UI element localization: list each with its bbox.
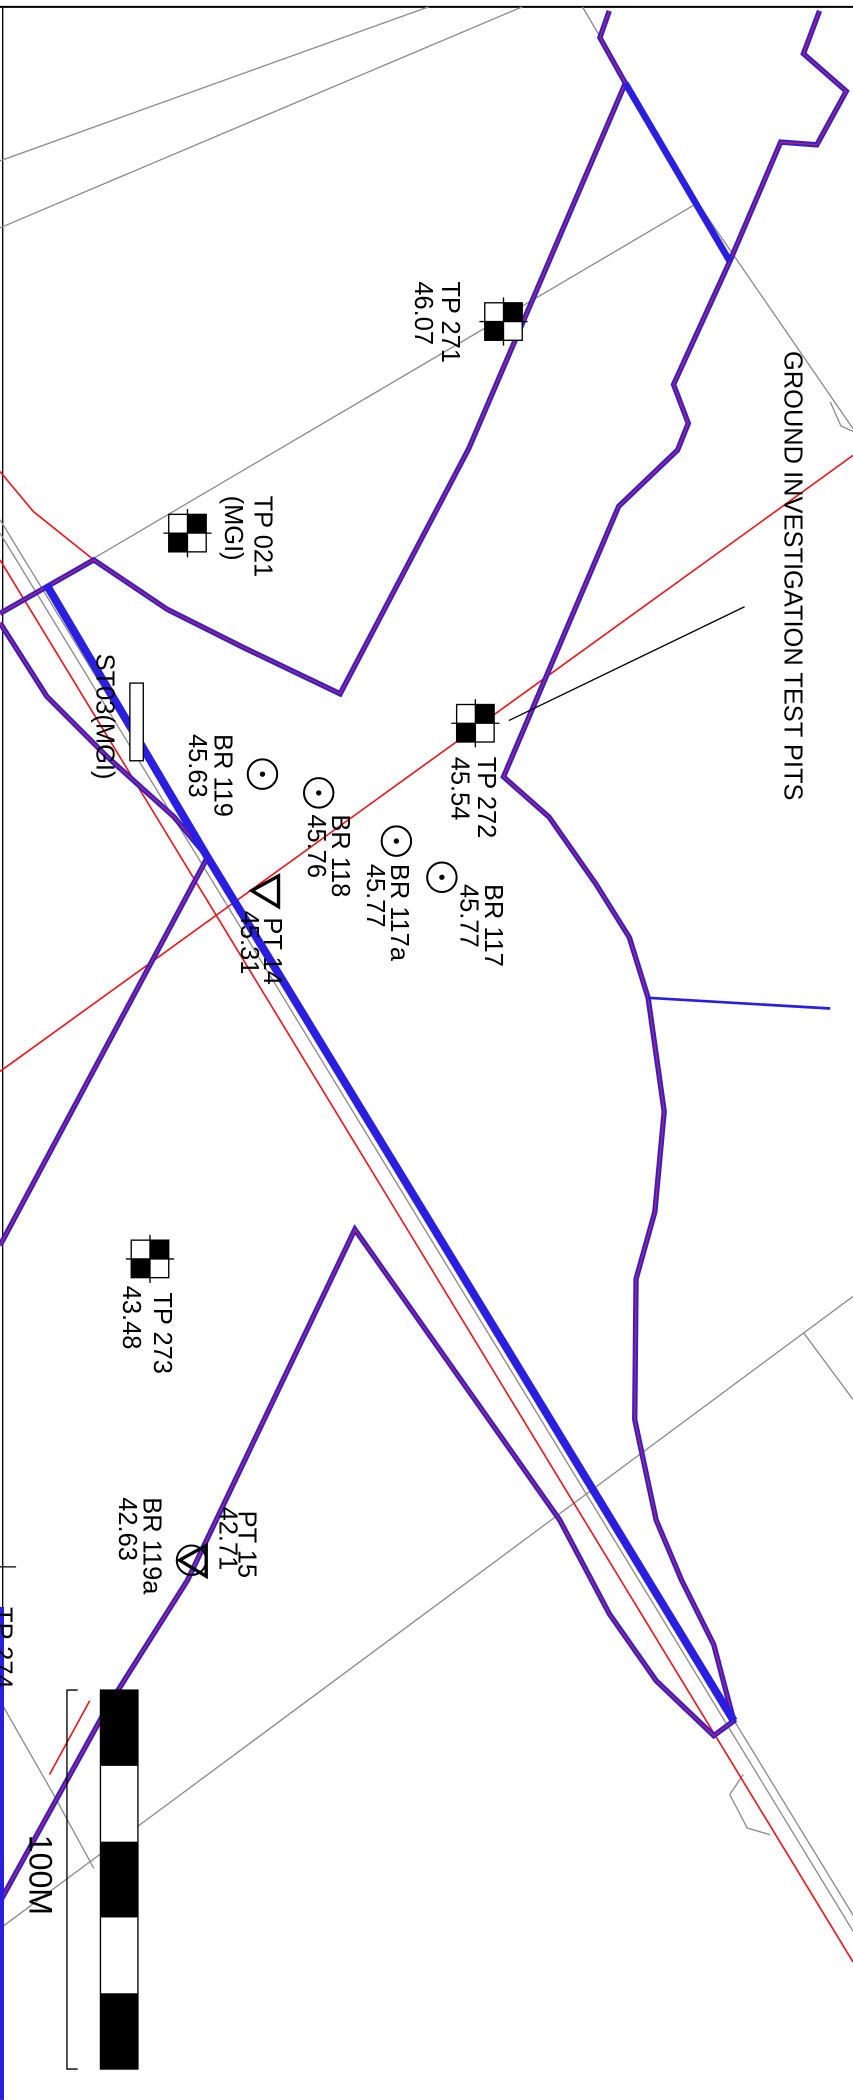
test-pit-symbol xyxy=(479,297,527,345)
scale-bar-segment xyxy=(100,1842,137,1918)
scale-bar-segment xyxy=(100,1690,137,1766)
test-pit-symbol xyxy=(126,1235,174,1283)
point-label: BR 119a xyxy=(137,1497,165,1595)
point-label: TP 274 xyxy=(0,1607,17,1689)
point-level: 46.07 xyxy=(409,281,437,345)
point-level: 42.71 xyxy=(214,1507,242,1571)
site-plan: GROUND INVESTIGATION TEST PITS TP 271 46… xyxy=(0,0,853,2100)
test-pit-symbol xyxy=(451,699,499,747)
point-level: 45.76 xyxy=(302,814,330,878)
title: GROUND INVESTIGATION TEST PITS xyxy=(779,351,807,800)
point-level: 45.63 xyxy=(183,734,211,798)
point-label: BR 118 xyxy=(326,814,354,897)
point-label: ST03(MGI) xyxy=(90,654,118,780)
scale-label: 100M xyxy=(22,1835,58,1915)
trench-symbol xyxy=(130,683,143,761)
page: GROUND INVESTIGATION TEST PITS TP 271 46… xyxy=(0,0,853,2100)
point-level: 42.63 xyxy=(113,1497,141,1561)
scale-bar-segment xyxy=(100,1993,137,2069)
point-level: 45.31 xyxy=(235,911,263,975)
point-label: TP 021 xyxy=(248,496,276,578)
point-level: 43.48 xyxy=(117,1286,145,1350)
point-label: TP 271 xyxy=(436,281,464,363)
point-level: 45.77 xyxy=(455,884,483,948)
point-level: 45.77 xyxy=(361,864,389,928)
test-pit-symbol xyxy=(163,509,211,557)
point-label: BR 117a xyxy=(385,864,413,962)
point-label: TP 272 xyxy=(472,757,500,839)
point-level: (MGI) xyxy=(219,496,247,561)
point-level: 45.54 xyxy=(445,757,473,821)
point-label: TP 273 xyxy=(148,1292,176,1374)
point-label: BR 119 xyxy=(208,734,236,817)
point-label: BR 117 xyxy=(479,884,507,967)
